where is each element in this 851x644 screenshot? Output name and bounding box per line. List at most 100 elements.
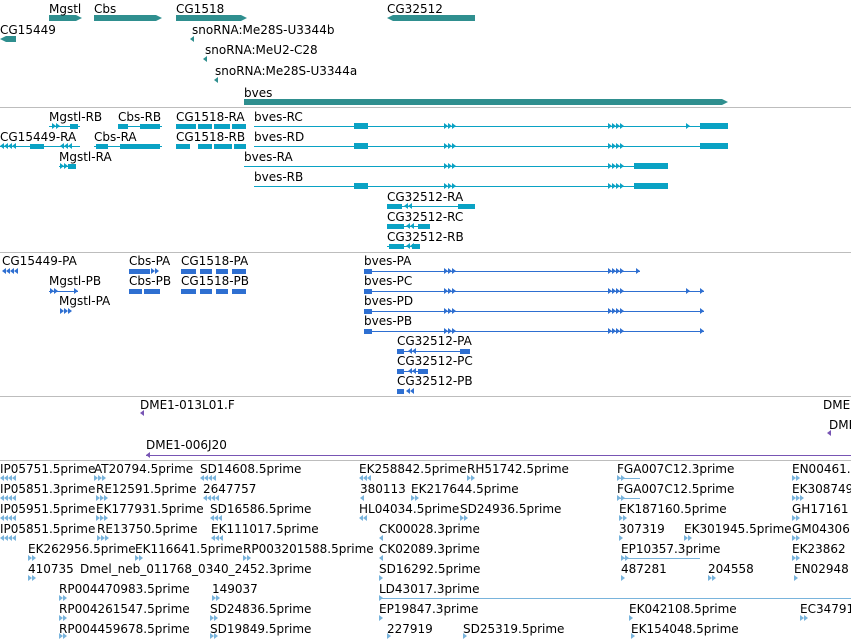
est-glyph[interactable] (135, 555, 139, 561)
protein-glyph[interactable] (612, 288, 616, 294)
protein-glyph[interactable] (686, 288, 690, 294)
transcript-glyph[interactable] (410, 223, 414, 229)
est-glyph[interactable] (32, 555, 36, 561)
protein-glyph[interactable] (452, 268, 456, 274)
transcript-glyph[interactable] (232, 124, 246, 129)
protein-glyph[interactable] (64, 308, 68, 314)
protein-glyph[interactable] (364, 289, 372, 294)
est-label[interactable]: EK217644.5prime (411, 482, 519, 496)
protein-glyph[interactable] (418, 369, 428, 374)
transcript-glyph[interactable] (448, 143, 452, 149)
transcript-label[interactable]: CG1518-RA (176, 110, 245, 124)
protein-glyph[interactable] (460, 349, 470, 354)
est-label[interactable]: EK262956.5prime (28, 542, 136, 556)
protein-label[interactable]: CG32512-PC (397, 354, 473, 368)
protein-glyph[interactable] (151, 268, 155, 274)
protein-glyph[interactable] (452, 288, 456, 294)
est-glyph[interactable] (212, 475, 216, 481)
est-glyph[interactable] (8, 475, 12, 481)
est-glyph[interactable] (105, 535, 109, 541)
est-label[interactable]: AT20794.5prime (94, 462, 194, 476)
est-glyph[interactable] (708, 575, 712, 581)
transcript-glyph[interactable] (686, 123, 690, 129)
gene-glyph-cg1518[interactable] (176, 15, 247, 21)
est-glyph[interactable] (684, 535, 688, 541)
transcript-glyph[interactable] (608, 183, 612, 189)
clone-label[interactable]: DME1-013L01.F (140, 398, 235, 412)
protein-glyph[interactable] (216, 289, 228, 294)
protein-glyph[interactable] (397, 349, 404, 354)
est-glyph[interactable] (8, 495, 12, 501)
protein-label[interactable]: bves-PA (364, 254, 412, 268)
transcript-glyph[interactable] (234, 144, 246, 149)
transcript-glyph[interactable] (140, 124, 160, 129)
transcript-glyph[interactable] (198, 124, 212, 129)
est-glyph[interactable] (96, 515, 100, 521)
est-glyph[interactable] (796, 475, 800, 481)
transcript-glyph[interactable] (64, 163, 68, 169)
transcript-glyph[interactable] (448, 183, 452, 189)
protein-glyph[interactable] (616, 268, 620, 274)
transcript-glyph[interactable] (68, 164, 76, 169)
est-glyph[interactable] (0, 495, 4, 501)
est-glyph[interactable] (212, 595, 216, 601)
transcript-glyph[interactable] (120, 144, 160, 149)
est-glyph[interactable] (415, 495, 419, 501)
transcript-label[interactable]: Mgstl-RB (49, 110, 103, 124)
transcript-glyph[interactable] (620, 143, 624, 149)
est-glyph[interactable] (214, 515, 218, 521)
est-glyph[interactable] (98, 475, 102, 481)
est-glyph[interactable] (12, 535, 16, 541)
transcript-glyph[interactable] (608, 123, 612, 129)
transcript-glyph[interactable] (198, 144, 212, 149)
est-glyph[interactable] (8, 515, 12, 521)
transcript-glyph[interactable] (70, 124, 78, 129)
est-glyph[interactable] (210, 615, 214, 621)
transcript-glyph[interactable] (118, 124, 128, 129)
est-glyph[interactable] (796, 555, 800, 561)
protein-glyph[interactable] (14, 268, 18, 274)
transcript-label[interactable]: CG15449-RA (0, 130, 77, 144)
protein-label[interactable]: Mgstl-PA (59, 294, 111, 308)
protein-glyph[interactable] (452, 328, 456, 334)
est-glyph[interactable] (796, 515, 800, 521)
protein-glyph[interactable] (608, 328, 612, 334)
protein-glyph[interactable] (6, 268, 10, 274)
est-glyph[interactable] (359, 475, 363, 481)
protein-label[interactable]: CG15449-PA (2, 254, 77, 268)
protein-glyph[interactable] (448, 328, 452, 334)
est-label[interactable]: SD19849.5prime (210, 622, 312, 636)
transcript-label[interactable]: CG32512-RA (387, 190, 464, 204)
est-glyph[interactable] (207, 495, 211, 501)
protein-glyph[interactable] (620, 268, 624, 274)
protein-glyph[interactable] (200, 269, 212, 274)
protein-glyph[interactable] (608, 308, 612, 314)
est-glyph[interactable] (794, 575, 798, 581)
protein-glyph[interactable] (620, 288, 624, 294)
transcript-label[interactable]: bves-RD (254, 130, 305, 144)
est-glyph[interactable] (28, 555, 32, 561)
transcript-glyph[interactable] (60, 163, 64, 169)
protein-glyph[interactable] (54, 288, 58, 294)
transcript-glyph[interactable] (452, 183, 456, 189)
protein-glyph[interactable] (608, 268, 612, 274)
est-label[interactable]: CK02089.3prime (379, 542, 480, 556)
est-label[interactable]: RP003201588.5prime (243, 542, 374, 556)
est-glyph[interactable] (243, 555, 247, 561)
est-label[interactable]: RP004261547.5prime (59, 602, 190, 616)
protein-glyph[interactable] (144, 289, 160, 294)
protein-glyph[interactable] (50, 288, 54, 294)
est-glyph[interactable] (100, 515, 104, 521)
protein-glyph[interactable] (608, 288, 612, 294)
est-glyph[interactable] (97, 535, 101, 541)
protein-glyph[interactable] (232, 289, 246, 294)
est-glyph[interactable] (800, 615, 804, 621)
est-label[interactable]: IP05851.5prime (0, 522, 96, 536)
est-label[interactable]: CK00028.3prime (379, 522, 480, 536)
est-label[interactable]: EK308749 (792, 482, 851, 496)
est-glyph[interactable] (4, 535, 8, 541)
est-glyph[interactable] (100, 495, 104, 501)
protein-glyph[interactable] (700, 308, 704, 314)
gene-glyph-snorna[interactable] (214, 77, 218, 83)
protein-label[interactable]: Mgstl-PB (49, 274, 102, 288)
